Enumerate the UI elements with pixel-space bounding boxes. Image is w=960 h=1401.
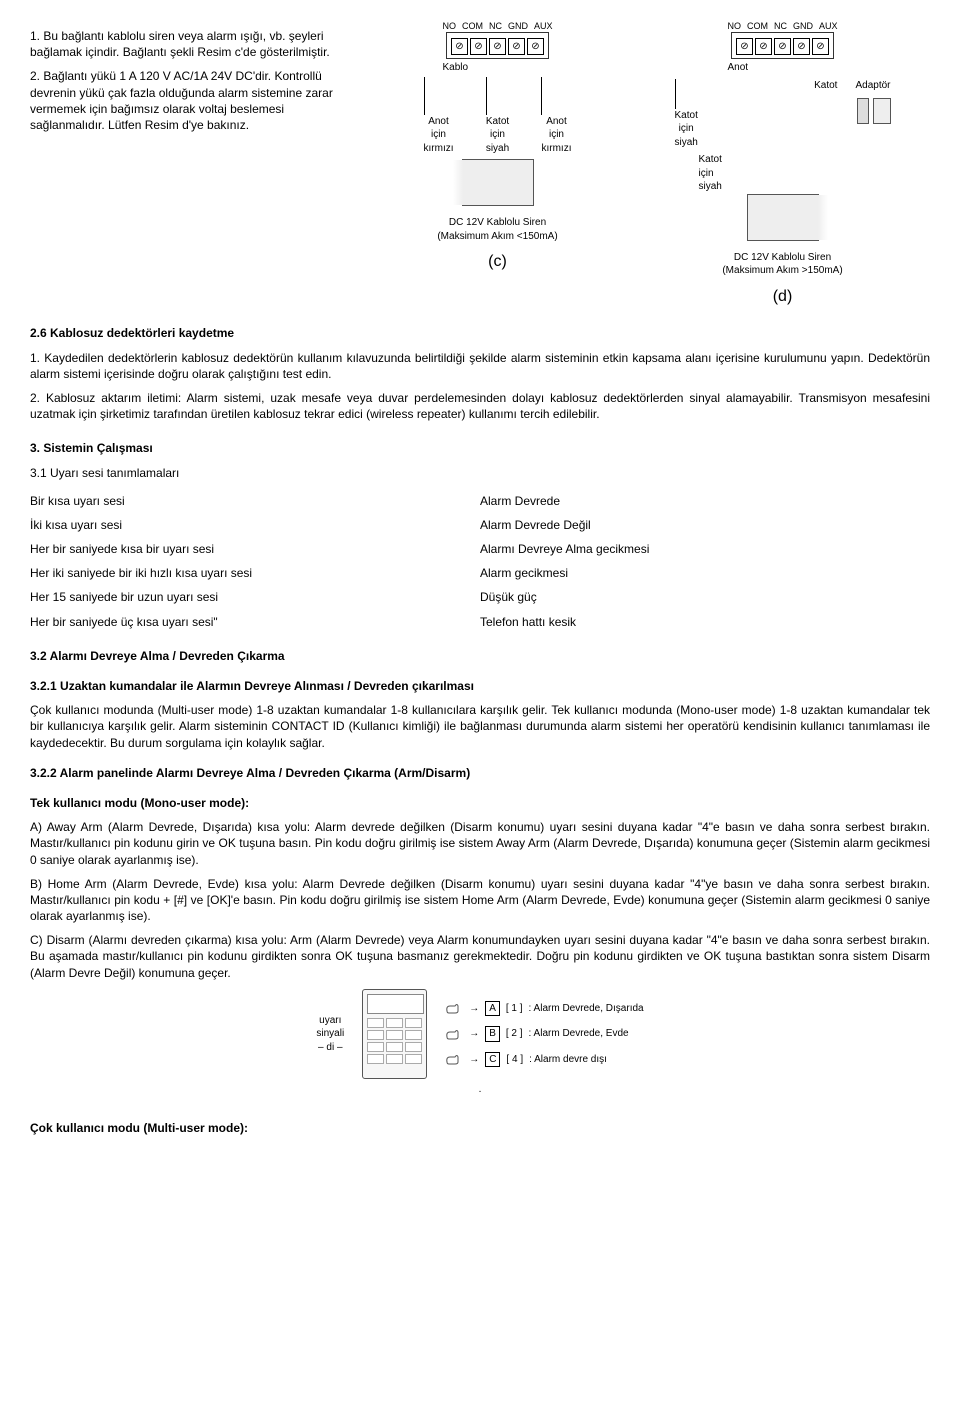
terminal-block-d: NO COM NC GND AUX ⊘⊘⊘⊘⊘ Anot xyxy=(727,20,837,75)
beep-l: Her 15 saniyede bir uzun uyarı sesi xyxy=(30,585,480,609)
beep-r: Alarm gecikmesi xyxy=(480,561,930,585)
beep-r: Düşük güç xyxy=(480,585,930,609)
key-num: [ 2 ] xyxy=(506,1027,523,1041)
intro-p2: 2. Bağlantı yükü 1 A 120 V AC/1A 24V DC'… xyxy=(30,68,340,133)
key-num: [ 1 ] xyxy=(506,1002,523,1016)
diagram-c: NO COM NC GND AUX ⊘⊘⊘⊘⊘ Kablo xyxy=(388,20,608,307)
wire-d1: Katot için siyah xyxy=(669,79,704,150)
key-box: C xyxy=(485,1052,500,1068)
s322-pC: C) Disarm (Alarmı devreden çıkarma) kısa… xyxy=(30,932,930,981)
terminal-block-c: NO COM NC GND AUX ⊘⊘⊘⊘⊘ Kablo xyxy=(442,20,552,75)
t-com: COM xyxy=(747,20,768,32)
letter-d: (d) xyxy=(663,286,903,308)
key-desc: : Alarm devre dışı xyxy=(529,1053,607,1067)
s322-pB: B) Home Arm (Alarm Devrede, Evde) kısa y… xyxy=(30,876,930,925)
key-box: B xyxy=(485,1026,500,1042)
wire-c3: Anot için kırmızı xyxy=(535,77,577,156)
beep-r: Alarm Devrede Değil xyxy=(480,513,930,537)
arrow-row: →A [ 1 ] : Alarm Devrede, Dışarıda xyxy=(445,1001,643,1017)
intro-p1: 1. Bu bağlantı kablolu siren veya alarm … xyxy=(30,28,340,60)
hand-icon xyxy=(445,1027,463,1041)
wire-c2: Katot için siyah xyxy=(480,77,515,156)
t-gnd: GND xyxy=(793,20,813,32)
siren-c-icon xyxy=(462,159,534,206)
arrow-row: →C [ 4 ] : Alarm devre dışı xyxy=(445,1052,643,1068)
s32-title: 3.2 Alarmı Devreye Alma / Devreden Çıkar… xyxy=(30,648,930,664)
adapter-label: Katot Adaptör xyxy=(808,79,896,150)
t-no: NO xyxy=(442,20,456,32)
adapter-icon xyxy=(857,98,869,124)
t-aux: AUX xyxy=(819,20,838,32)
t-no: NO xyxy=(727,20,741,32)
beep-l: Her bir saniyede üç kısa uyarı sesi" xyxy=(30,610,480,634)
wiring-diagram: NO COM NC GND AUX ⊘⊘⊘⊘⊘ Kablo xyxy=(360,20,930,307)
keypad-diagram: uyarı sinyali – di – →A [ 1 ] : Alarm De… xyxy=(30,989,930,1079)
keypad-icon xyxy=(362,989,427,1079)
s321-p: Çok kullanıcı modunda (Multi-user mode) … xyxy=(30,702,930,751)
siren-d-caption: DC 12V Kablolu Siren (Maksimum Akım >150… xyxy=(663,251,903,278)
key-desc: : Alarm Devrede, Evde xyxy=(529,1027,629,1041)
s322-pA: A) Away Arm (Alarm Devrede, Dışarıda) kı… xyxy=(30,819,930,868)
hand-icon xyxy=(445,1001,463,1015)
letter-c: (c) xyxy=(388,251,608,273)
s322-sub: Tek kullanıcı modu (Mono-user mode): xyxy=(30,795,930,811)
intro-text: 1. Bu bağlantı kablolu siren veya alarm … xyxy=(30,20,340,307)
adapter-body-icon xyxy=(873,98,891,124)
key-box: A xyxy=(485,1001,500,1017)
key-num: [ 4 ] xyxy=(506,1053,523,1067)
t-com: COM xyxy=(462,20,483,32)
wire-c1: Anot için kırmızı xyxy=(418,77,460,156)
below-label-c: Kablo xyxy=(442,61,552,75)
arrow-row: →B [ 2 ] : Alarm Devrede, Evde xyxy=(445,1026,643,1042)
beep-table: Bir kısa uyarı sesiAlarm Devrede İki kıs… xyxy=(30,489,930,634)
below-label-d: Anot xyxy=(727,61,837,75)
siren-d-icon xyxy=(747,194,819,241)
beep-r: Alarm Devrede xyxy=(480,489,930,513)
arrow-list: →A [ 1 ] : Alarm Devrede, Dışarıda →B [ … xyxy=(445,1001,643,1068)
t-nc: NC xyxy=(489,20,502,32)
diagram-d: NO COM NC GND AUX ⊘⊘⊘⊘⊘ Anot xyxy=(663,20,903,307)
s26-p1: 1. Kaydedilen dedektörlerin kablosuz ded… xyxy=(30,350,930,382)
s26-title: 2.6 Kablosuz dedektörleri kaydetme xyxy=(30,325,930,341)
t-nc: NC xyxy=(774,20,787,32)
multi-title: Çok kullanıcı modu (Multi-user mode): xyxy=(30,1120,930,1136)
wire-d2: Katot için siyah xyxy=(693,153,903,194)
s26-p2: 2. Kablosuz aktarım iletimi: Alarm siste… xyxy=(30,390,930,422)
key-desc: : Alarm Devrede, Dışarıda xyxy=(529,1002,644,1016)
intro-row: 1. Bu bağlantı kablolu siren veya alarm … xyxy=(30,20,930,307)
beep-r: Telefon hattı kesik xyxy=(480,610,930,634)
s31-title: 3.1 Uyarı sesi tanımlamaları xyxy=(30,465,930,481)
hand-icon xyxy=(445,1052,463,1066)
t-aux: AUX xyxy=(534,20,553,32)
siren-c-caption: DC 12V Kablolu Siren (Maksimum Akım <150… xyxy=(388,216,608,243)
s322-title: 3.2.2 Alarm panelinde Alarmı Devreye Alm… xyxy=(30,765,930,781)
beep-l: Her bir saniyede kısa bir uyarı sesi xyxy=(30,537,480,561)
beep-l: İki kısa uyarı sesi xyxy=(30,513,480,537)
signal-label: uyarı sinyali – di – xyxy=(316,1014,344,1055)
s3-title: 3. Sistemin Çalışması xyxy=(30,440,930,456)
beep-r: Alarmı Devreye Alma gecikmesi xyxy=(480,537,930,561)
beep-l: Her iki saniyede bir iki hızlı kısa uyar… xyxy=(30,561,480,585)
s321-title: 3.2.1 Uzaktan kumandalar ile Alarmın Dev… xyxy=(30,678,930,694)
t-gnd: GND xyxy=(508,20,528,32)
beep-l: Bir kısa uyarı sesi xyxy=(30,489,480,513)
